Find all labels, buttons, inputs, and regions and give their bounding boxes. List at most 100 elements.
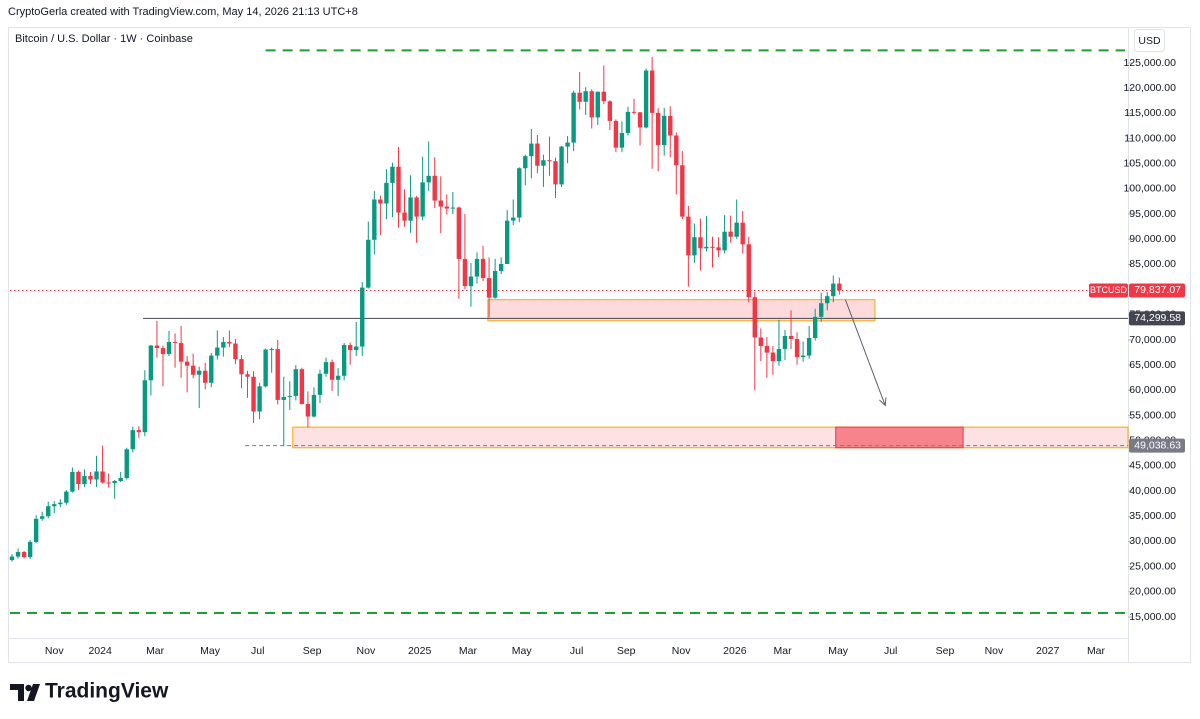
candle-body	[812, 316, 818, 338]
candle-body	[474, 258, 480, 277]
price-tag-label: 79,837.07	[1134, 284, 1181, 296]
zone	[292, 426, 1129, 449]
x-tick-label: Jul	[251, 645, 264, 657]
candle-body	[166, 342, 172, 355]
candle-body	[541, 160, 546, 166]
candle-body	[197, 370, 202, 375]
y-tick-label: 20,000.00	[1129, 586, 1176, 598]
candle-body	[130, 430, 135, 450]
candle-body	[112, 481, 117, 484]
candle-body	[631, 111, 637, 113]
candle-body	[269, 349, 274, 351]
candle-body	[221, 342, 226, 348]
candle-body	[819, 303, 824, 317]
candle-body	[686, 216, 691, 256]
candle-body	[698, 237, 703, 249]
candle-body	[674, 135, 679, 166]
candle-body	[384, 182, 389, 204]
candle-body	[21, 552, 27, 558]
candle-body	[420, 182, 425, 217]
candle-body	[704, 246, 709, 249]
x-tick-label: Sep	[936, 645, 955, 657]
candle-body	[577, 92, 582, 102]
x-tick-label: Nov	[45, 645, 64, 657]
candle-body	[160, 348, 166, 355]
candle-body	[619, 132, 625, 148]
candle-body	[649, 70, 655, 113]
x-tick-label: Nov	[672, 645, 691, 657]
candle-body	[94, 471, 99, 480]
y-tick-label: 110,000.00	[1124, 132, 1176, 144]
candle-body	[33, 518, 39, 542]
candle-body	[462, 258, 468, 287]
candle-body	[299, 369, 305, 404]
candle-body	[504, 220, 510, 264]
currency-button[interactable]	[1134, 29, 1165, 52]
candle-body	[64, 491, 69, 503]
candle-body	[408, 197, 413, 221]
y-tick-label: 45,000.00	[1129, 460, 1176, 472]
y-tick-label: 55,000.00	[1129, 409, 1176, 421]
candle-body	[637, 112, 643, 128]
price-tag-label: 49,038.63	[1134, 439, 1181, 451]
candle-body	[710, 246, 715, 248]
x-tick-label: Jul	[570, 645, 583, 657]
candle-body	[414, 197, 419, 217]
candle-body	[366, 239, 371, 288]
candle-body	[529, 143, 534, 157]
logo-mark	[10, 684, 24, 701]
x-tick-label: Mar	[459, 645, 478, 657]
candle-body	[257, 386, 262, 412]
candle-body	[559, 146, 564, 185]
candle-body	[655, 112, 661, 146]
candle-body	[39, 516, 45, 519]
y-tick-label: 85,000.00	[1129, 258, 1176, 270]
candle-body	[88, 475, 93, 480]
candle-body	[571, 92, 576, 143]
candle-body	[402, 212, 407, 221]
candle-body	[607, 101, 613, 121]
attribution: CryptoGerla created with TradingView.com…	[8, 6, 358, 18]
y-tick-label: 90,000.00	[1129, 233, 1176, 245]
candle-body	[58, 502, 63, 505]
x-tick-label: 2027	[1036, 645, 1060, 657]
chart-frame	[8, 27, 1191, 663]
x-tick-label: May	[828, 645, 849, 657]
candle-body	[209, 355, 214, 383]
candle-body	[468, 276, 474, 287]
candle-body	[281, 396, 286, 400]
symbol-title: Bitcoin / U.S. Dollar · 1W · Coinbase	[15, 33, 193, 45]
candle-body	[450, 207, 456, 209]
candle-body	[76, 471, 81, 485]
candle-body	[583, 91, 588, 102]
x-tick-label: 2026	[723, 645, 747, 657]
candle-body	[9, 556, 15, 561]
candle-body	[233, 343, 238, 360]
candle-body	[372, 199, 377, 240]
y-tick-label: 65,000.00	[1129, 359, 1176, 371]
candle-body	[251, 376, 256, 412]
x-tick-label: May	[200, 645, 221, 657]
zone	[487, 299, 876, 322]
candle-body	[662, 115, 667, 146]
brand-logo	[10, 684, 40, 701]
symbol-tag	[1089, 283, 1128, 298]
candle-body	[70, 471, 75, 492]
x-tick-label: Mar	[1087, 645, 1106, 657]
candle-body	[245, 374, 250, 377]
currency-label[interactable]: USD	[1138, 35, 1161, 47]
candle-body	[523, 156, 528, 169]
y-tick-label: 35,000.00	[1129, 510, 1176, 522]
y-tick-label: 100,000.00	[1123, 183, 1176, 195]
candle-body	[492, 270, 498, 298]
candle-body	[190, 365, 196, 375]
candle-body	[178, 343, 184, 362]
candle-body	[118, 477, 123, 482]
candle-body	[758, 337, 764, 347]
candle-body	[728, 231, 733, 237]
x-tick-label: Jul	[884, 645, 897, 657]
y-tick-label: 105,000.00	[1123, 158, 1176, 170]
candle-body	[378, 199, 383, 204]
candle-body	[287, 395, 292, 397]
candle-body	[305, 403, 311, 417]
